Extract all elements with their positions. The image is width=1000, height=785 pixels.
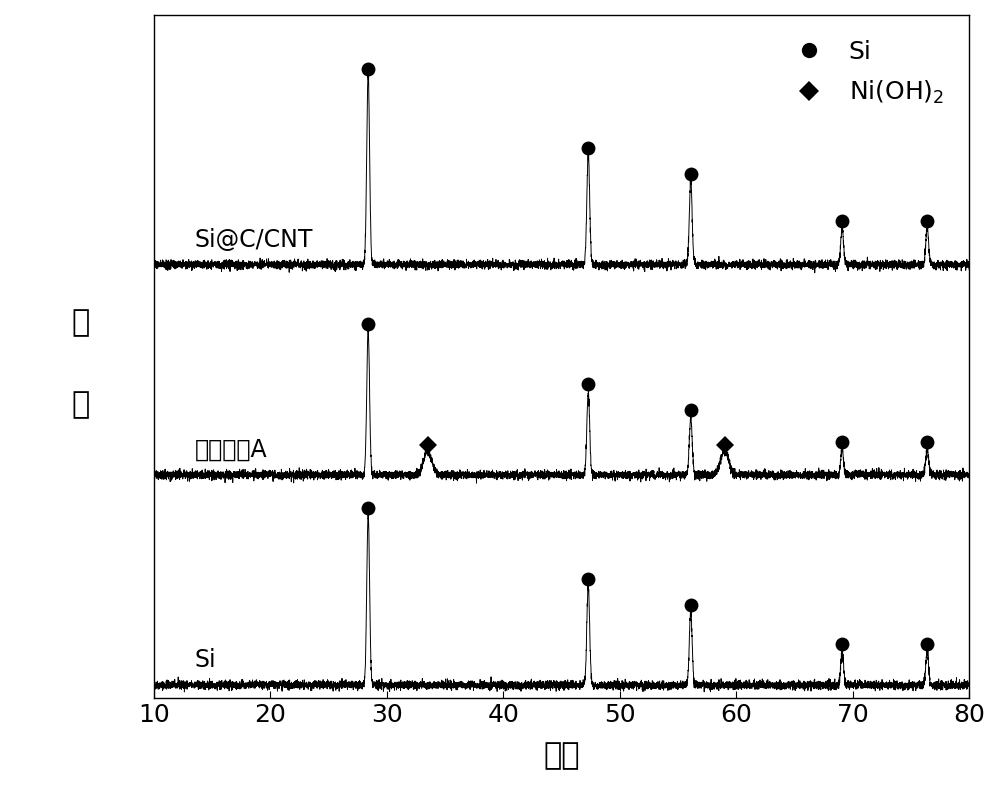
Legend: Si, Ni(OH)$_2$: Si, Ni(OH)$_2$: [771, 27, 957, 119]
X-axis label: 角度: 角度: [543, 741, 580, 770]
Text: 中间产物A: 中间产物A: [195, 438, 267, 462]
Text: Si@C/CNT: Si@C/CNT: [195, 228, 313, 251]
Text: Si: Si: [195, 648, 216, 672]
Text: 强: 强: [71, 308, 90, 337]
Text: 度: 度: [71, 390, 90, 419]
